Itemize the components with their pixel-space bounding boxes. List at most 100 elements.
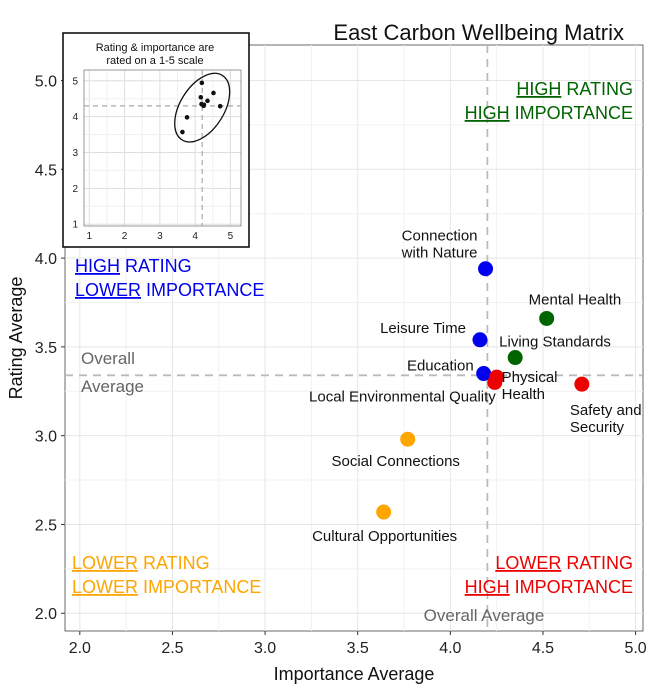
quadrant-label-bottom-left-line2: LOWER IMPORTANCE	[72, 577, 261, 597]
data-point	[487, 374, 503, 390]
inset-data-point	[217, 103, 223, 109]
quadrant-emphasis-word: HIGH	[516, 79, 561, 99]
data-point	[472, 332, 488, 348]
inset-caption-line2: rated on a 1-5 scale	[106, 55, 203, 67]
x-tick-label: 4.5	[532, 640, 554, 657]
data-point	[376, 504, 392, 520]
quadrant-emphasis-word: LOWER	[72, 553, 138, 573]
axes: 2.0 2.5 3.0 3.5 4.0 4.5 5.0 2.0 2.5 3.0 3.5 4.0 4.5 5…	[35, 74, 647, 657]
overall-average-lines	[65, 45, 643, 631]
data-point	[400, 431, 416, 447]
inset-scale-chart: Rating & importance are rated on a 1-5 s…	[62, 32, 250, 248]
quadrant-label-rest: IMPORTANCE	[138, 577, 261, 597]
x-tick-label: 4.0	[439, 640, 461, 657]
y-axis-title: Rating Average	[6, 277, 26, 400]
data-point	[507, 350, 523, 366]
y-tick-label: 3.5	[35, 340, 57, 357]
quadrant-emphasis-word: HIGH	[465, 103, 510, 123]
point-label-line: Health	[502, 386, 545, 403]
x-tick-label: 5.0	[624, 640, 646, 657]
point-label: Physical Health	[502, 369, 558, 403]
inset-cluster-ellipse	[174, 72, 231, 143]
inset-panel	[62, 32, 250, 248]
inset-y-tick-label: 1	[72, 220, 78, 231]
quadrant-label-top-left-line2: LOWER IMPORTANCE	[75, 280, 264, 300]
inset-y-tick-label: 4	[72, 112, 78, 123]
quadrant-emphasis-word: LOWER	[75, 280, 141, 300]
data-point	[478, 261, 494, 277]
quadrant-label-rest: IMPORTANCE	[141, 280, 264, 300]
quadrant-label-rest: RATING	[561, 553, 633, 573]
point-label: Local Environmental Quality	[309, 388, 496, 405]
x-tick-label: 3.0	[254, 640, 276, 657]
inset-caption-line1: Rating & importance are	[96, 42, 215, 54]
overall-average-x-label: Overall Average	[424, 606, 545, 625]
inset-data-point	[198, 94, 204, 100]
quadrant-label-top-right-line1: HIGH RATING	[516, 79, 633, 99]
inset-data-point	[180, 129, 185, 135]
inset-y-tick-label: 3	[72, 148, 78, 159]
quadrant-label-rest: IMPORTANCE	[510, 103, 633, 123]
quadrant-label-top-left-line1: HIGH RATING	[75, 256, 192, 276]
data-point	[539, 310, 555, 326]
x-tick-label: 2.5	[161, 640, 183, 657]
quadrant-label-bottom-right-line2: HIGH IMPORTANCE	[465, 577, 633, 597]
inset-data-point	[201, 103, 206, 109]
y-tick-label: 2.5	[35, 517, 57, 534]
inset-plot: 1 2 3 4 5 1 2 3 4 5	[72, 69, 242, 242]
x-tick-label: 2.0	[69, 640, 91, 657]
point-label: Education	[407, 358, 474, 375]
quadrant-label-bottom-left-line1: LOWER RATING	[72, 553, 210, 573]
quadrant-emphasis-word: LOWER	[72, 577, 138, 597]
quadrant-label-rest: RATING	[561, 79, 633, 99]
overall-average-y-label-line1: Overall	[81, 349, 135, 368]
inset-data-point	[184, 115, 190, 120]
overall-average-y-label-line2: Average	[81, 377, 144, 396]
y-tick-label: 2.0	[35, 606, 57, 623]
chart-title: East Carbon Wellbeing Matrix	[333, 20, 624, 45]
inset-plot-border	[83, 69, 242, 227]
data-point	[476, 366, 492, 382]
inset-y-tick-label: 5	[72, 76, 78, 87]
inset-x-tick-label: 2	[122, 231, 128, 242]
point-label: Cultural Opportunities	[312, 528, 457, 545]
y-tick-label: 4.5	[35, 162, 57, 179]
y-tick-label: 3.0	[35, 429, 57, 446]
point-label: Mental Health	[529, 291, 622, 308]
y-tick-label: 5.0	[35, 74, 57, 91]
quadrant-emphasis-word: LOWER	[495, 553, 561, 573]
point-label: Living Standards	[499, 334, 611, 351]
quadrant-emphasis-word: HIGH	[465, 577, 510, 597]
inset-data-point	[211, 90, 216, 96]
data-points	[376, 261, 590, 520]
point-labels: Connection with Nature Leisure Time Educati…	[309, 228, 642, 545]
point-label-line: with Nature	[401, 245, 478, 262]
y-tick-label: 4.0	[35, 251, 57, 268]
quadrant-label-rest: RATING	[120, 256, 192, 276]
x-axis-title: Importance Average	[274, 664, 435, 684]
point-label-line: Connection	[402, 228, 478, 245]
point-label: Leisure Time	[380, 320, 466, 337]
point-label-line: Security	[570, 419, 625, 436]
inset-y-tick-label: 2	[72, 184, 78, 195]
plot-panel	[64, 44, 644, 632]
quadrant-label-rest: IMPORTANCE	[510, 577, 633, 597]
point-label-line: Physical	[502, 369, 558, 386]
grid-lines	[65, 45, 643, 631]
inset-data-point	[205, 98, 210, 104]
quadrant-label-top-right-line2: HIGH IMPORTANCE	[465, 103, 633, 123]
quadrant-emphasis-word: HIGH	[75, 256, 120, 276]
inset-x-tick-label: 1	[87, 231, 93, 242]
inset-x-tick-label: 5	[228, 231, 234, 242]
point-label: Safety and Security	[570, 402, 642, 436]
inset-x-tick-label: 4	[192, 231, 198, 242]
x-tick-label: 3.5	[347, 640, 369, 657]
point-label: Social Connections	[332, 453, 460, 470]
inset-data-point	[199, 80, 205, 86]
data-point	[574, 376, 590, 392]
inset-x-tick-label: 3	[157, 231, 163, 242]
quadrant-label-bottom-right-line1: LOWER RATING	[495, 553, 633, 573]
